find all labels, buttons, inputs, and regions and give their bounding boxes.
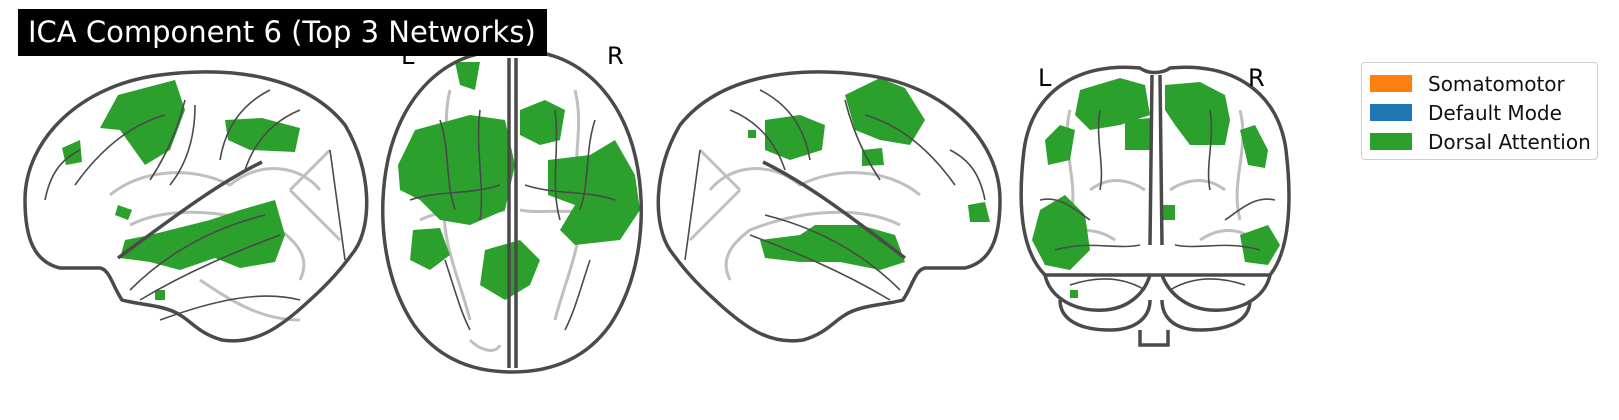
orientation-label-right: R (607, 42, 624, 70)
legend-item-somatomotor: Somatomotor (1370, 69, 1597, 98)
brain-outline (656, 70, 1002, 343)
activation-overlay (748, 78, 990, 270)
legend-label-default-mode: Default Mode (1428, 100, 1562, 125)
sulci-lines (109, 148, 342, 322)
brain-outline (1019, 65, 1291, 347)
activation-overlay (398, 62, 640, 300)
sagittal-left-view (23, 70, 369, 343)
legend-label-dorsal-attention: Dorsal Attention (1428, 129, 1591, 154)
brain-outline (381, 49, 643, 374)
axial-view: L R (381, 42, 643, 374)
gyri-lines (684, 89, 986, 301)
coronal-view: L R (1019, 64, 1291, 347)
legend: Somatomotor Default Mode Dorsal Attentio… (1361, 62, 1598, 160)
activation-overlay (1032, 78, 1280, 298)
gyri-lines (44, 89, 346, 321)
brain-outline (23, 70, 369, 343)
sagittal-right-view (656, 70, 1002, 343)
legend-label-somatomotor: Somatomotor (1428, 71, 1565, 96)
legend-swatch-dorsal-attention (1370, 133, 1412, 150)
gyri-lines (1039, 109, 1276, 291)
orientation-label-right: R (1248, 64, 1265, 92)
orientation-label-left: L (1038, 64, 1052, 92)
legend-item-default-mode: Default Mode (1370, 98, 1597, 127)
legend-item-dorsal-attention: Dorsal Attention (1370, 127, 1597, 156)
legend-swatch-default-mode (1370, 104, 1412, 121)
activation-overlay (62, 80, 300, 300)
figure-title: ICA Component 6 (Top 3 Networks) (18, 9, 547, 56)
legend-swatch-somatomotor (1370, 75, 1412, 92)
gyri-lines (409, 109, 616, 331)
sulci-lines (688, 148, 921, 281)
